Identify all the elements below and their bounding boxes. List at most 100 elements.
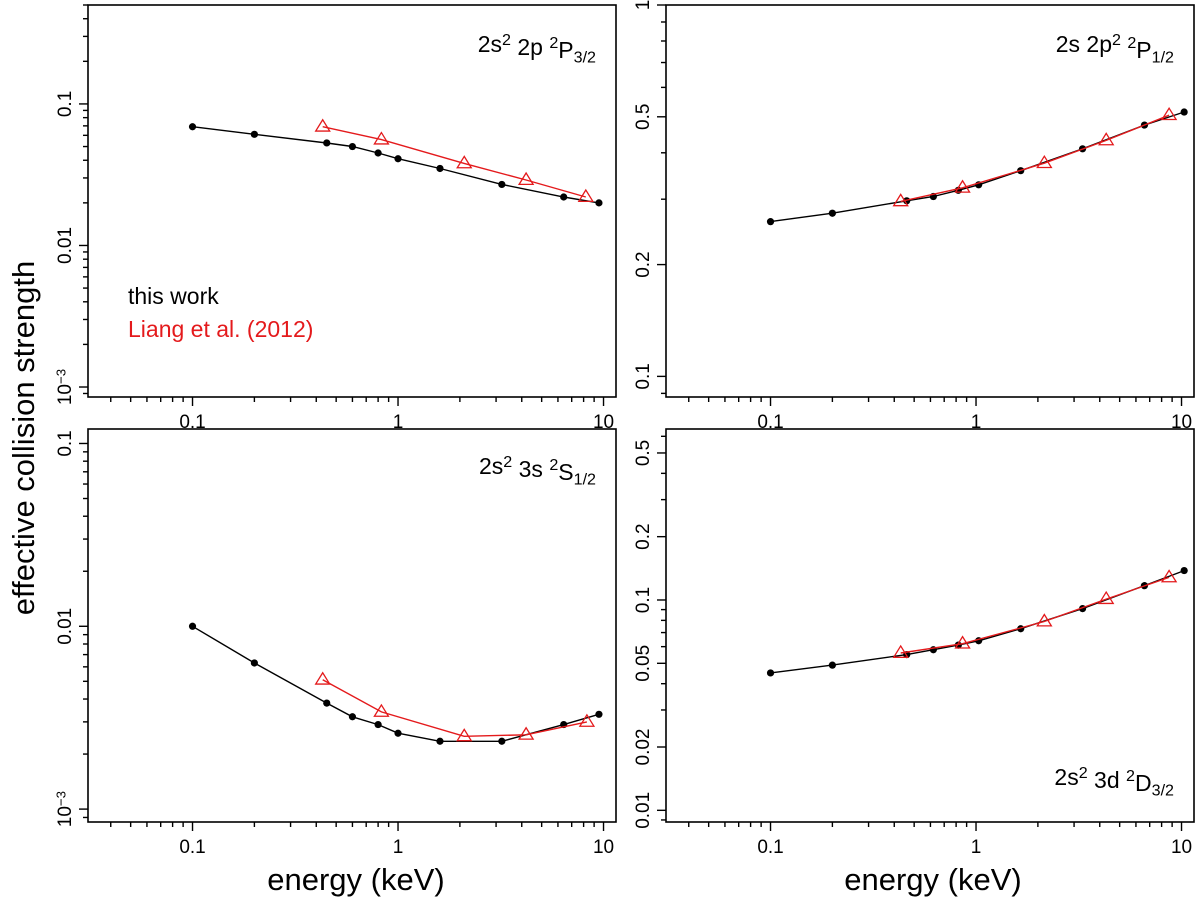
x-tick-label: 1: [393, 837, 404, 858]
data-point: [517, 726, 535, 740]
panel-title: 2s 2p2 2P1/2: [1056, 31, 1174, 67]
data-point: [1160, 569, 1178, 583]
data-point: [436, 164, 444, 173]
series-this-work: [766, 108, 1188, 226]
data-point: [373, 703, 390, 717]
x-tick-label: 0.1: [757, 412, 783, 433]
x-tick-label: 10: [593, 412, 614, 433]
data-point: [1036, 154, 1053, 169]
data-point: [348, 142, 357, 151]
plot-frame: [665, 4, 1195, 398]
data-point: [188, 123, 197, 131]
y-tick-label: 10−3: [53, 369, 76, 405]
data-point: [560, 193, 568, 201]
x-tick-label: 0.1: [757, 837, 783, 858]
series-line: [770, 569, 1185, 674]
series-liang: [892, 106, 1178, 207]
series-line: [322, 679, 588, 738]
data-point: [374, 720, 382, 729]
data-point: [595, 710, 603, 718]
series-line: [770, 111, 1185, 223]
y-tick-label: 1: [633, 0, 654, 10]
data-point: [374, 149, 382, 157]
y-tick-label: 0.01: [633, 792, 654, 829]
y-tick-label: 10−3: [53, 791, 76, 827]
series-liang: [314, 118, 594, 202]
y-tick-label: 0.5: [633, 440, 654, 466]
y-tick-label: 0.01: [55, 227, 76, 264]
data-point: [1098, 132, 1115, 146]
x-tick-label: 1: [393, 412, 404, 433]
x-tick-label: 0.1: [179, 837, 205, 858]
data-point: [456, 728, 473, 742]
series-this-work: [766, 566, 1188, 677]
data-point: [498, 737, 506, 745]
data-point: [577, 188, 594, 202]
series-line: [900, 114, 1170, 203]
data-point: [954, 179, 971, 193]
data-point: [828, 661, 836, 669]
data-point: [394, 155, 402, 163]
y-tick-label: 0.2: [633, 523, 654, 549]
y-tick-label: 0.02: [633, 729, 654, 766]
data-point: [394, 729, 402, 737]
data-point: [323, 139, 331, 147]
x-tick-label: 1: [971, 412, 982, 433]
data-point: [373, 131, 390, 145]
data-point: [828, 209, 836, 217]
data-point: [456, 155, 473, 169]
data-point: [1160, 106, 1178, 121]
y-tick-label: 0.2: [633, 251, 654, 277]
panel-bottom-left: 0.1 1 10 10−3 0.01 0.1 2s2 3s 2S1/2: [53, 428, 617, 858]
y-tick-label: 0.01: [55, 608, 76, 645]
data-point: [188, 622, 197, 630]
data-point: [578, 713, 596, 727]
panel-title: 2s2 3s 2S1/2: [479, 453, 596, 489]
data-point: [954, 635, 971, 649]
y-tick-label: 0.1: [55, 91, 76, 117]
data-point: [766, 669, 775, 677]
data-point: [1180, 566, 1188, 575]
series-liang: [314, 671, 596, 742]
y-tick-label: 0.1: [55, 430, 76, 456]
series-liang: [892, 569, 1178, 658]
panel-top-left: 0.1 1 10 10−3 0.01 0.1 2s2 2p 2P3/2: [53, 4, 617, 433]
series-line: [192, 126, 600, 204]
data-point: [1036, 613, 1053, 627]
data-point: [314, 118, 331, 132]
y-tick-label: 0.5: [633, 104, 654, 130]
data-point: [517, 171, 535, 186]
panel-top-right: 0.1 1 10 0.1 0.2 0.5 1 2s 2p2 2P1/2: [633, 0, 1195, 433]
legend: this work Liang et al. (2012): [128, 283, 313, 342]
series-line: [900, 576, 1170, 654]
data-point: [595, 199, 603, 207]
panel-bottom-right: 0.1 1 10 0.01 0.02 0.05 0.1 0.2 0.5 2s2 3d 2D3/2: [633, 428, 1195, 858]
data-point: [250, 130, 258, 138]
data-point: [250, 659, 258, 667]
y-axis-title: effective collision strength: [6, 261, 41, 615]
data-point: [1180, 108, 1188, 116]
x-tick-label: 10: [1171, 837, 1192, 858]
y-tick-label: 0.1: [633, 587, 654, 613]
panel-title: 2s2 2p 2P3/2: [478, 31, 596, 67]
data-point: [766, 218, 775, 226]
data-point: [323, 699, 331, 707]
x-tick-label: 10: [1171, 412, 1192, 433]
x-axis-title-right: energy (keV): [844, 862, 1021, 897]
series-this-work: [188, 622, 603, 745]
plot-frame: [665, 428, 1195, 823]
series-line: [322, 126, 586, 198]
panel-title: 2s2 3d 2D3/2: [1054, 764, 1174, 800]
series-line: [192, 625, 600, 742]
x-axis-title-left: energy (keV): [267, 862, 444, 897]
x-tick-label: 1: [971, 837, 982, 858]
legend-entry-liang: Liang et al. (2012): [128, 316, 313, 342]
x-tick-label: 0.1: [179, 412, 205, 433]
data-point: [892, 193, 909, 207]
y-tick-label: 0.05: [633, 645, 654, 682]
series-this-work: [188, 123, 603, 207]
data-point: [436, 737, 444, 745]
data-point: [1098, 590, 1115, 605]
